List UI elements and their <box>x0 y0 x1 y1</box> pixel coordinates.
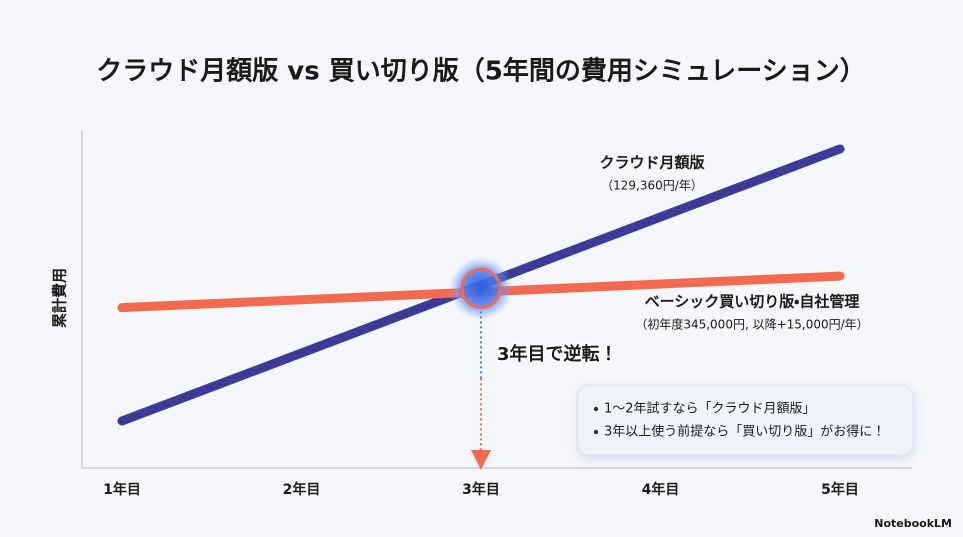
brand: NotebookLM <box>874 517 952 530</box>
bullet <box>593 406 599 412</box>
chart-title: クラウド月額版 vs 買い切り版（5年間の費用シミュレーション） <box>96 56 866 87</box>
series-label: ベーシック買い切り版・自社管理 <box>645 293 860 311</box>
series-rate-label: （初年度345,000円, 以降+15,000円/年） <box>635 318 868 332</box>
plot-area: 1年目 2年目 3年目 4年目 5年目 クラウド月額版 （129,360円/年） ベーシック買… <box>103 144 869 498</box>
bullet <box>593 429 599 435</box>
series-label: クラウド月額版 <box>599 154 705 172</box>
x-tick-label: 3年目 <box>462 481 500 498</box>
annotation: 3年目で逆転！ <box>497 343 618 365</box>
x-tick-label: 4年目 <box>642 481 680 498</box>
x-tick-label: 5年目 <box>821 481 859 498</box>
note-text: 1〜2年試すなら「クラウド月額版」 <box>604 402 816 417</box>
crossover-glow <box>449 256 513 321</box>
y-axis-label: 累計費用 <box>51 268 69 328</box>
x-tick-label: 2年目 <box>283 481 321 498</box>
note-text: 3年以上使う前提なら「買い切り版」がお得に！ <box>604 424 885 440</box>
series-rate-label: （129,360円/年） <box>601 179 703 193</box>
note-box <box>577 384 914 456</box>
crossover-ring <box>460 267 502 309</box>
x-tick-label: 1年目 <box>103 481 141 498</box>
